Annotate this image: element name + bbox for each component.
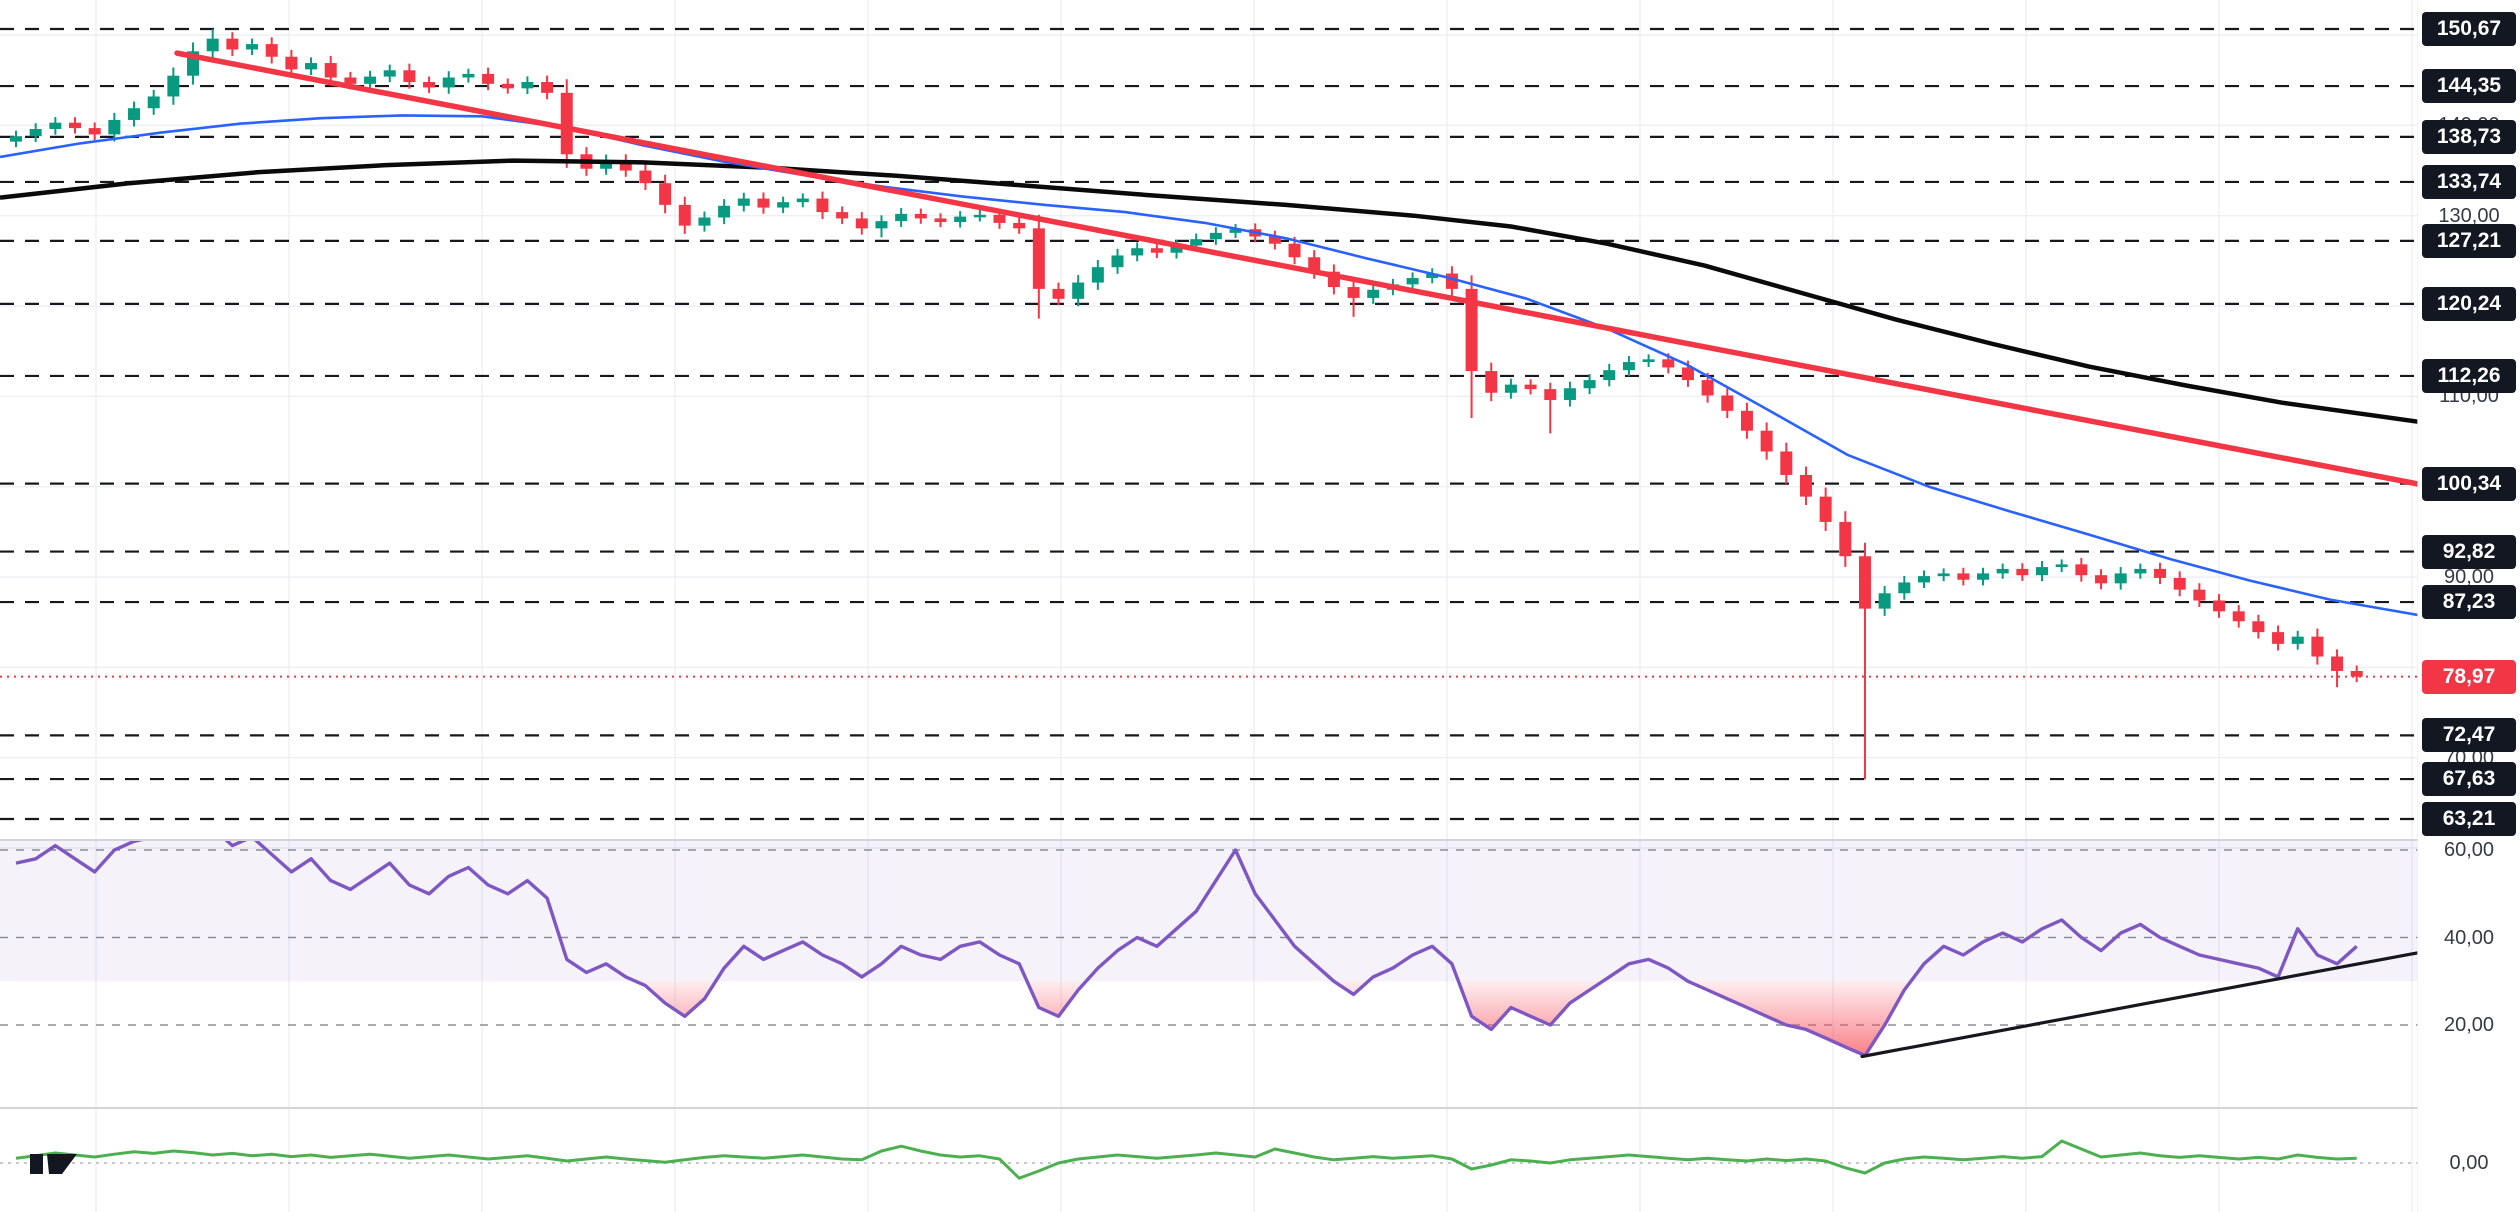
candlestick-series[interactable] bbox=[10, 29, 2363, 780]
price-level-lines[interactable] bbox=[0, 27, 2418, 821]
price-tick-label: 90,00 bbox=[2443, 566, 2495, 588]
price-level-badge: 100,34 bbox=[2422, 467, 2516, 501]
price-level-badge: 138,73 bbox=[2422, 120, 2516, 154]
price-level-badge: 120,24 bbox=[2422, 287, 2516, 321]
rsi-band bbox=[0, 841, 2418, 1026]
price-level-badge: 112,26 bbox=[2422, 359, 2516, 393]
price-level-badge: 63,21 bbox=[2422, 802, 2516, 836]
current-price-badge: 78,97 bbox=[2422, 660, 2516, 694]
rsi-line[interactable] bbox=[15, 824, 2358, 1058]
downtrend-line[interactable] bbox=[174, 50, 2421, 487]
price-level-badge: 144,35 bbox=[2422, 69, 2516, 103]
rsi-trendline[interactable] bbox=[1860, 951, 2420, 1059]
rsi-tick-label: 40,00 bbox=[2443, 927, 2495, 949]
ma-blue-line[interactable] bbox=[0, 114, 2419, 617]
price-axis[interactable]: 140,00130,00110,0090,0070,0060,0040,0020… bbox=[2418, 0, 2520, 1212]
price-level-badge: 92,82 bbox=[2422, 535, 2516, 569]
price-tick-label: 130,00 bbox=[2438, 205, 2500, 227]
gridlines bbox=[0, 0, 2418, 1212]
tradingview-logo[interactable] bbox=[26, 1142, 90, 1186]
oscillator-line[interactable] bbox=[15, 1139, 2357, 1180]
price-level-badge: 127,21 bbox=[2422, 224, 2516, 258]
tradingview-logo-mark bbox=[30, 1154, 77, 1174]
price-level-badge: 67,63 bbox=[2422, 762, 2516, 796]
price-level-badge: 72,47 bbox=[2422, 718, 2516, 752]
oscillator-tick-label: 0,00 bbox=[2449, 1152, 2489, 1174]
price-level-badge: 87,23 bbox=[2422, 585, 2516, 619]
rsi-tick-label: 20,00 bbox=[2443, 1014, 2495, 1036]
price-level-badge: 133,74 bbox=[2422, 165, 2516, 199]
rsi-tick-label: 60,00 bbox=[2443, 839, 2495, 861]
price-level-badge: 150,67 bbox=[2422, 12, 2516, 46]
rsi-oversold-fill bbox=[16, 981, 2357, 1056]
ma-black-line[interactable] bbox=[0, 158, 2419, 424]
